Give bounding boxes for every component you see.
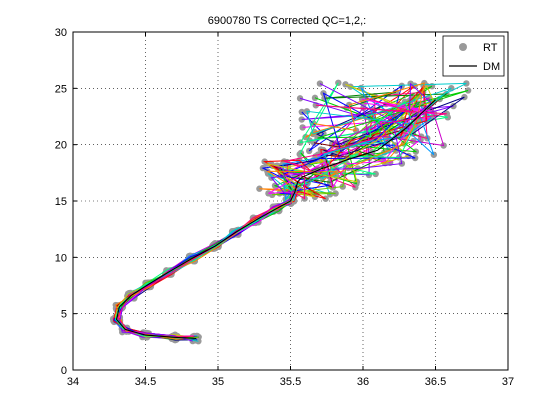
x-tick-label: 34.5 [135,376,156,388]
chart-title: 6900780 TS Corrected QC=1,2,: [208,15,366,27]
legend: RT DM [442,35,505,77]
y-tick-label: 5 [61,309,67,321]
x-tick-label: 34 [67,376,79,388]
x-tick-label: 36.5 [425,376,446,388]
profile-line [117,97,447,338]
rt-point [464,87,472,94]
rt-point [299,124,306,131]
legend-dm-label: DM [483,61,500,73]
legend-box [442,35,505,77]
y-tick-label: 15 [55,196,67,208]
rt-point [310,139,318,147]
x-tick-label: 37 [502,376,514,388]
legend-rt-label: RT [483,42,498,54]
x-tick-label: 35 [212,376,224,388]
rt-point [296,95,304,102]
dm-series-line [115,99,436,340]
x-tick-label: 35.5 [280,376,301,388]
x-tick-label: 36 [357,376,369,388]
y-tick-label: 30 [55,27,67,39]
y-tick-label: 20 [55,140,67,152]
grid-lines [73,32,508,370]
axis-ticks: 34 34.5 35 35.5 36 36.5 37 0 5 10 15 20 25 30 [55,27,514,388]
y-tick-label: 0 [61,365,67,377]
rt-point [296,151,303,158]
y-tick-label: 25 [55,83,67,95]
dm-line [115,99,436,340]
y-tick-label: 10 [55,252,67,264]
legend-rt-marker [459,43,467,51]
